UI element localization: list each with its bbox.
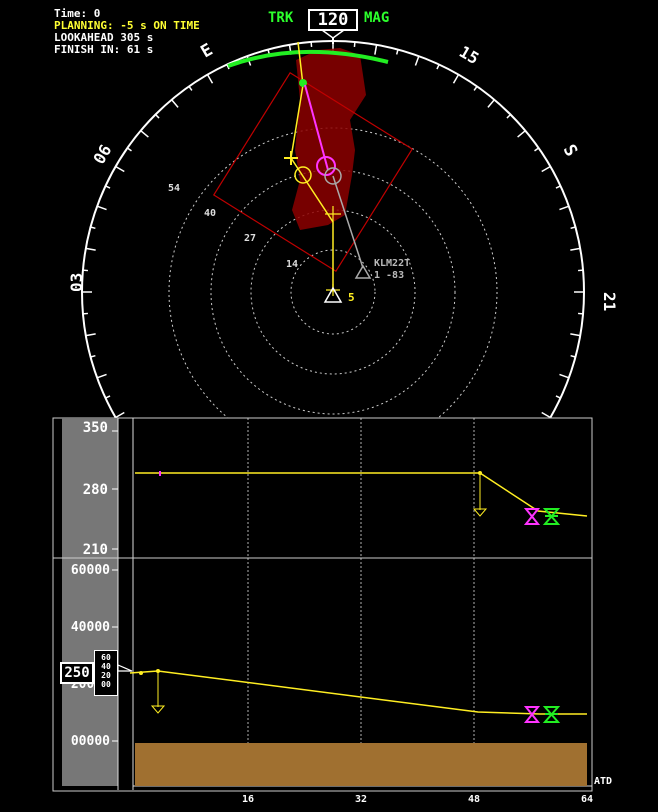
- compass-tick: [436, 64, 440, 70]
- compass-tick: [559, 373, 570, 379]
- time-axis-tick: 32: [355, 794, 367, 805]
- compass-label-21: 21: [600, 292, 619, 311]
- compass-tick: [555, 185, 561, 189]
- compass-tick: [96, 205, 107, 211]
- heading-arc: [227, 49, 389, 68]
- speed-scale-label: 350: [83, 420, 108, 436]
- ownship-icon: [323, 286, 343, 303]
- compass-tick: [506, 113, 512, 119]
- compass-tick: [90, 226, 96, 230]
- active-leg-marker: [316, 156, 336, 176]
- compass-tick: [559, 205, 570, 211]
- mag-label: MAG: [364, 10, 390, 26]
- compass-label-06: 06: [89, 141, 115, 167]
- compass-tick: [570, 354, 576, 358]
- speed-target-green-icon: [542, 508, 561, 525]
- compass-tick: [570, 247, 581, 251]
- ownship-label: 5: [348, 291, 355, 304]
- compass-tick: [90, 354, 96, 358]
- compass-tick: [395, 49, 399, 55]
- compass-tick: [105, 395, 111, 399]
- compass-tick: [206, 74, 214, 84]
- compass-tick: [473, 85, 478, 91]
- waypoint-symbols: [284, 151, 341, 296]
- compass-tick: [555, 395, 561, 399]
- compass-label-e: E: [198, 40, 217, 62]
- weather-area: [212, 48, 414, 273]
- range-label: 40: [204, 208, 216, 219]
- drum-digit: 40: [101, 662, 111, 671]
- lookahead-text: LOOKAHEAD 305 s: [54, 31, 154, 44]
- trk-label: TRK: [268, 10, 294, 26]
- current-altitude-pointer: [117, 664, 133, 672]
- range-label: 54: [168, 183, 180, 194]
- altitude-scale-label: 40000: [71, 620, 110, 635]
- traffic-circle: [324, 167, 342, 185]
- time-axis-tick: 16: [242, 794, 254, 805]
- compass-tick: [96, 373, 107, 379]
- altitude-constraint-icon: [150, 705, 166, 714]
- profile-panel: [52, 417, 593, 792]
- compass-tick: [85, 247, 96, 251]
- compass-tick: [374, 44, 378, 55]
- time-axis-tick: 64: [581, 794, 593, 805]
- range-label: 14: [286, 259, 298, 270]
- compass-tick: [570, 226, 576, 230]
- compass-tick: [105, 185, 111, 189]
- compass-tick: [171, 99, 179, 108]
- time-axis-tick: 48: [468, 794, 480, 805]
- status-panel: Time: 0 PLANNING: -5 s ON TIME LOOKAHEAD…: [54, 8, 200, 56]
- compass-tick: [541, 411, 551, 418]
- compass-tick: [154, 113, 160, 119]
- drum-digit: 20: [101, 671, 111, 680]
- altitude-target-green-icon: [542, 706, 561, 723]
- compass-label-03: 03: [67, 273, 86, 292]
- traffic-info: 1 -83: [374, 270, 404, 281]
- speed-scale-label: 280: [83, 482, 108, 498]
- altitude-target-magenta-icon: [523, 706, 541, 723]
- range-label: 27: [244, 233, 256, 244]
- compass-tick: [126, 147, 132, 152]
- compass-tick: [534, 147, 540, 152]
- planning-text: PLANNING: -5 s ON TIME: [54, 19, 200, 32]
- compass-label-s: S: [559, 141, 581, 160]
- traffic-callsign: KLM22T: [374, 258, 410, 269]
- compass-tick: [115, 165, 125, 173]
- altitude-scale-label: 60000: [71, 563, 110, 578]
- active-leg: [304, 84, 329, 171]
- compass-tick: [570, 333, 581, 337]
- selected-altitude: 250: [60, 662, 94, 684]
- traffic-vector: [332, 175, 364, 269]
- altitude-scale-label: 00000: [71, 734, 110, 749]
- compass-tick: [414, 55, 420, 66]
- compass-tick: [188, 85, 193, 91]
- scale-column: [62, 418, 118, 786]
- compass-tick: [85, 333, 96, 337]
- compass-tick: [487, 99, 495, 108]
- terrain: [135, 743, 587, 786]
- drum-digit: 00: [101, 680, 111, 689]
- drum-digit: 60: [101, 653, 111, 662]
- speed-constraint-icon: [472, 508, 488, 517]
- time-axis-label: ATD: [594, 776, 612, 787]
- compass-ticks: [82, 41, 584, 418]
- compass-tick: [517, 130, 526, 138]
- compass-tick: [452, 74, 460, 84]
- speed-target-magenta-icon: [523, 508, 541, 525]
- finish-text: FINISH IN: 61 s: [54, 43, 154, 56]
- compass-tick: [226, 64, 230, 70]
- heading-pointer: [321, 29, 345, 39]
- heading-readout: 120: [308, 9, 358, 31]
- speed-profile-line: [135, 472, 588, 517]
- traffic-icon: [354, 264, 372, 279]
- compass-label-15: 15: [456, 42, 482, 68]
- compass-tick: [541, 165, 551, 173]
- speed-scale-label: 210: [83, 542, 108, 558]
- altitude-drum: 60 40 20 00: [94, 650, 118, 696]
- compass-tick: [115, 411, 125, 418]
- compass-tick: [140, 130, 149, 138]
- time-text: Time: 0: [54, 7, 101, 20]
